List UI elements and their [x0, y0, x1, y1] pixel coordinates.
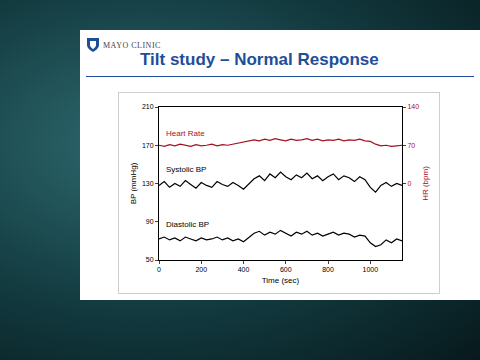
svg-text:170: 170: [142, 142, 154, 149]
html-text:MAYO CLINIC: MAYO CLINIC: [103, 40, 161, 50]
svg-text:130: 130: [142, 180, 154, 187]
svg-text:400: 400: [238, 266, 250, 273]
svg-text:HR (bpm): HR (bpm): [421, 166, 430, 201]
svg-text:0: 0: [407, 180, 411, 187]
svg-text:70: 70: [407, 142, 415, 149]
svg-text:Time (sec): Time (sec): [262, 276, 300, 285]
svg-text:800: 800: [322, 266, 334, 273]
svg-text:50: 50: [146, 256, 154, 263]
svg-text:200: 200: [195, 266, 207, 273]
svg-text:600: 600: [280, 266, 292, 273]
svg-text:1000: 1000: [363, 266, 379, 273]
svg-text:Heart Rate: Heart Rate: [166, 129, 205, 138]
svg-text:Diastolic BP: Diastolic BP: [166, 220, 209, 229]
svg-text:BP (mmHg): BP (mmHg): [129, 162, 138, 204]
svg-text:Systolic BP: Systolic BP: [166, 165, 206, 174]
svg-text:90: 90: [146, 218, 154, 225]
html-text:Tilt study – Normal Response: Tilt study – Normal Response: [140, 50, 379, 69]
svg-text:0: 0: [157, 266, 161, 273]
svg-text:210: 210: [142, 103, 154, 110]
svg-text:140: 140: [407, 103, 419, 110]
